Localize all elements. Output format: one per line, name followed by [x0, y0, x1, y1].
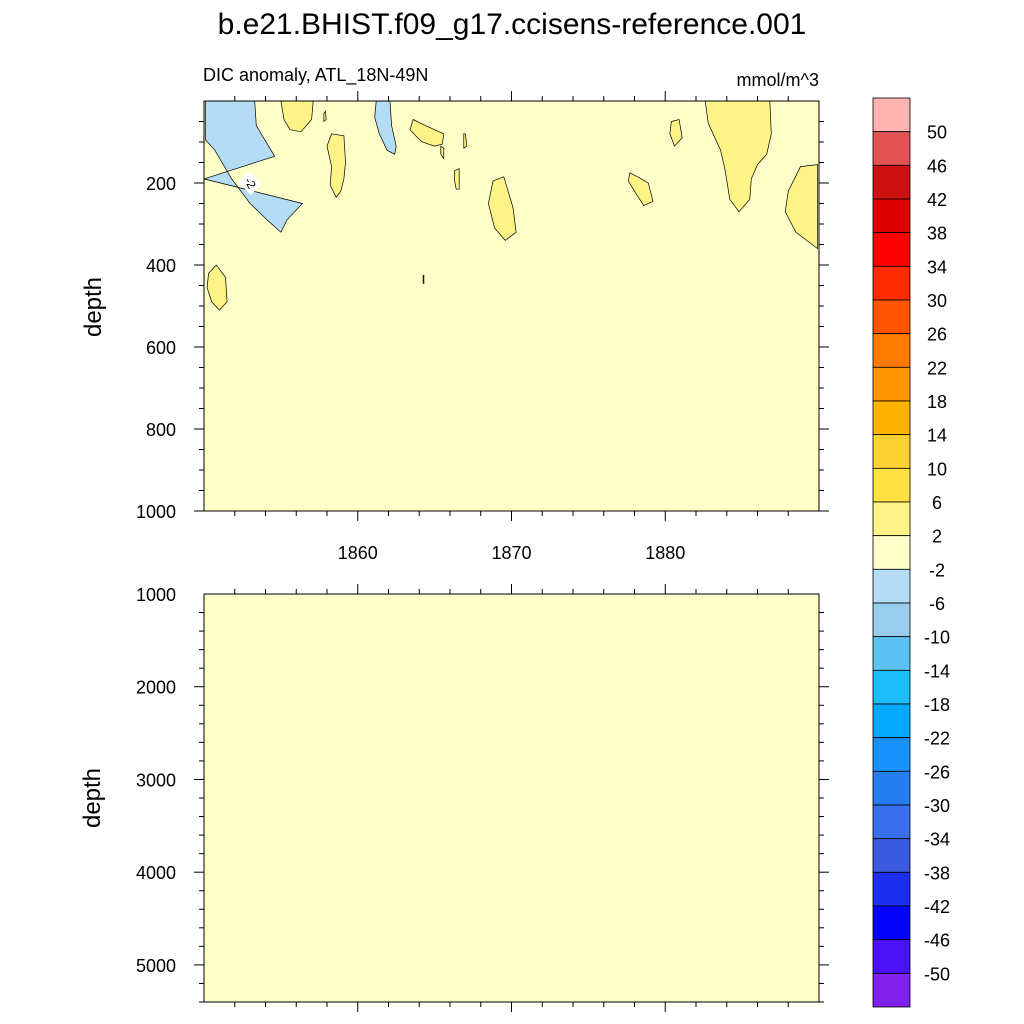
contour-region-9 [463, 133, 468, 149]
colorbar-box [872, 164, 911, 200]
colorbar-box [872, 131, 911, 166]
colorbar-box [872, 366, 911, 402]
lower-y-tick-label: 3000 [136, 770, 176, 790]
upper-panel: DIC anomaly, ATL_18N-49N mmol/m^3 depth … [80, 65, 829, 563]
colorbar-label: -22 [924, 729, 950, 749]
colorbar-label: 38 [927, 224, 947, 244]
colorbar-label: 34 [927, 257, 947, 277]
colorbar-box [872, 770, 911, 806]
colorbar-label: -26 [924, 762, 950, 782]
colorbar-box [872, 838, 911, 873]
contour-region-7 [440, 145, 445, 160]
contour-region-5 [326, 133, 346, 198]
colorbar-box [872, 434, 911, 469]
colorbar-label: 42 [927, 190, 947, 210]
contour-region-16 [422, 274, 425, 284]
colorbar-box [872, 804, 911, 840]
colorbar-label: 2 [932, 527, 942, 547]
contour-region-13 [704, 100, 772, 213]
colorbar-box [872, 299, 911, 335]
colorbar-box [872, 602, 911, 638]
contour-region-12 [669, 119, 683, 147]
colorbar-box [872, 568, 911, 604]
colorbar: 50 46 42 38 34 30 26 22 18 14 10 6 2 -2 -6 -10 -14 -18 -22… [872, 97, 950, 1008]
contour-region-15 [206, 264, 228, 311]
lower-y-tick-label: 2000 [136, 678, 176, 698]
colorbar-box [872, 501, 911, 537]
colorbar-label: -50 [924, 964, 950, 984]
upper-x-tick-label: 1860 [338, 543, 378, 563]
colorbar-label: 50 [927, 123, 947, 143]
colorbar-label: -30 [924, 796, 950, 816]
colorbar-label: 18 [927, 392, 947, 412]
upper-y-tick-label: 800 [146, 420, 176, 440]
upper-y-tick-label: 200 [146, 174, 176, 194]
colorbar-label: -2 [929, 560, 945, 580]
upper-subtitle-right: mmol/m^3 [737, 70, 819, 90]
contour-region-11 [627, 172, 654, 207]
figure-title: b.e21.BHIST.f09_g17.ccisens-reference.00… [218, 8, 807, 41]
colorbar-box [872, 871, 911, 907]
contour-region-10 [488, 176, 517, 241]
contour-region-14 [784, 164, 818, 250]
colorbar-box [872, 737, 911, 772]
upper-axes: 1860 1870 1880 200 400 600 800 1000 [136, 91, 829, 563]
colorbar-box [872, 400, 911, 436]
lower-y-tick-label: 1000 [136, 585, 176, 605]
colorbar-label: 46 [927, 156, 947, 176]
colorbar-label: 14 [927, 426, 947, 446]
colorbar-box [872, 669, 911, 705]
contour-region-4 [323, 110, 327, 123]
lower-axes: 1000 2000 3000 4000 5000 [136, 584, 829, 1012]
upper-subtitle-left: DIC anomaly, ATL_18N-49N [203, 65, 428, 86]
colorbar-label: 26 [927, 325, 947, 345]
lower-y-axis-label: depth [79, 768, 106, 828]
upper-y-axis-label: depth [80, 277, 107, 337]
colorbar-box [872, 467, 911, 503]
upper-y-tick-label: 400 [146, 256, 176, 276]
lower-plot-background [204, 594, 819, 1002]
contour-label-box [238, 170, 263, 196]
colorbar-label: 30 [927, 291, 947, 311]
colorbar-box [872, 535, 911, 570]
lower-y-tick-label: 5000 [136, 956, 176, 976]
contour-region-2 [374, 100, 397, 155]
colorbar-label: -38 [924, 863, 950, 883]
colorbar-label: 22 [927, 358, 947, 378]
colorbar-label: -34 [924, 830, 950, 850]
lower-panel: depth 1000 2000 3000 4000 5000 [79, 584, 829, 1012]
contour-region-8 [454, 168, 460, 190]
colorbar-label: -10 [924, 628, 950, 648]
upper-y-tick-label: 1000 [136, 502, 176, 522]
colorbar-box [872, 939, 911, 974]
colorbar-label: -42 [924, 897, 950, 917]
upper-plot-frame [203, 100, 820, 512]
upper-x-tick-label: 1880 [645, 543, 685, 563]
lower-y-tick-label: 4000 [136, 863, 176, 883]
contour-region-1 [202, 100, 304, 233]
colorbar-box [872, 703, 911, 739]
colorbar-box [872, 972, 911, 1008]
upper-x-tick-label: 1870 [491, 543, 531, 563]
colorbar-label: 10 [927, 459, 947, 479]
colorbar-label: 6 [932, 493, 942, 513]
colorbar-label: -6 [929, 594, 945, 614]
colorbar-label: -14 [924, 661, 950, 681]
upper-plot-background [204, 101, 819, 511]
colorbar-label: -46 [924, 931, 950, 951]
upper-contour-regions: -2 [202, 100, 818, 311]
colorbar-box [872, 636, 911, 671]
colorbar-label: -18 [924, 695, 950, 715]
colorbar-box [872, 265, 911, 301]
colorbar-box [872, 97, 911, 133]
colorbar-box [872, 333, 911, 368]
colorbar-box [872, 232, 911, 267]
lower-plot-frame [203, 593, 820, 1003]
contour-region-6 [409, 119, 445, 147]
colorbar-box [872, 905, 911, 941]
colorbar-box [872, 198, 911, 234]
upper-y-tick-label: 600 [146, 338, 176, 358]
